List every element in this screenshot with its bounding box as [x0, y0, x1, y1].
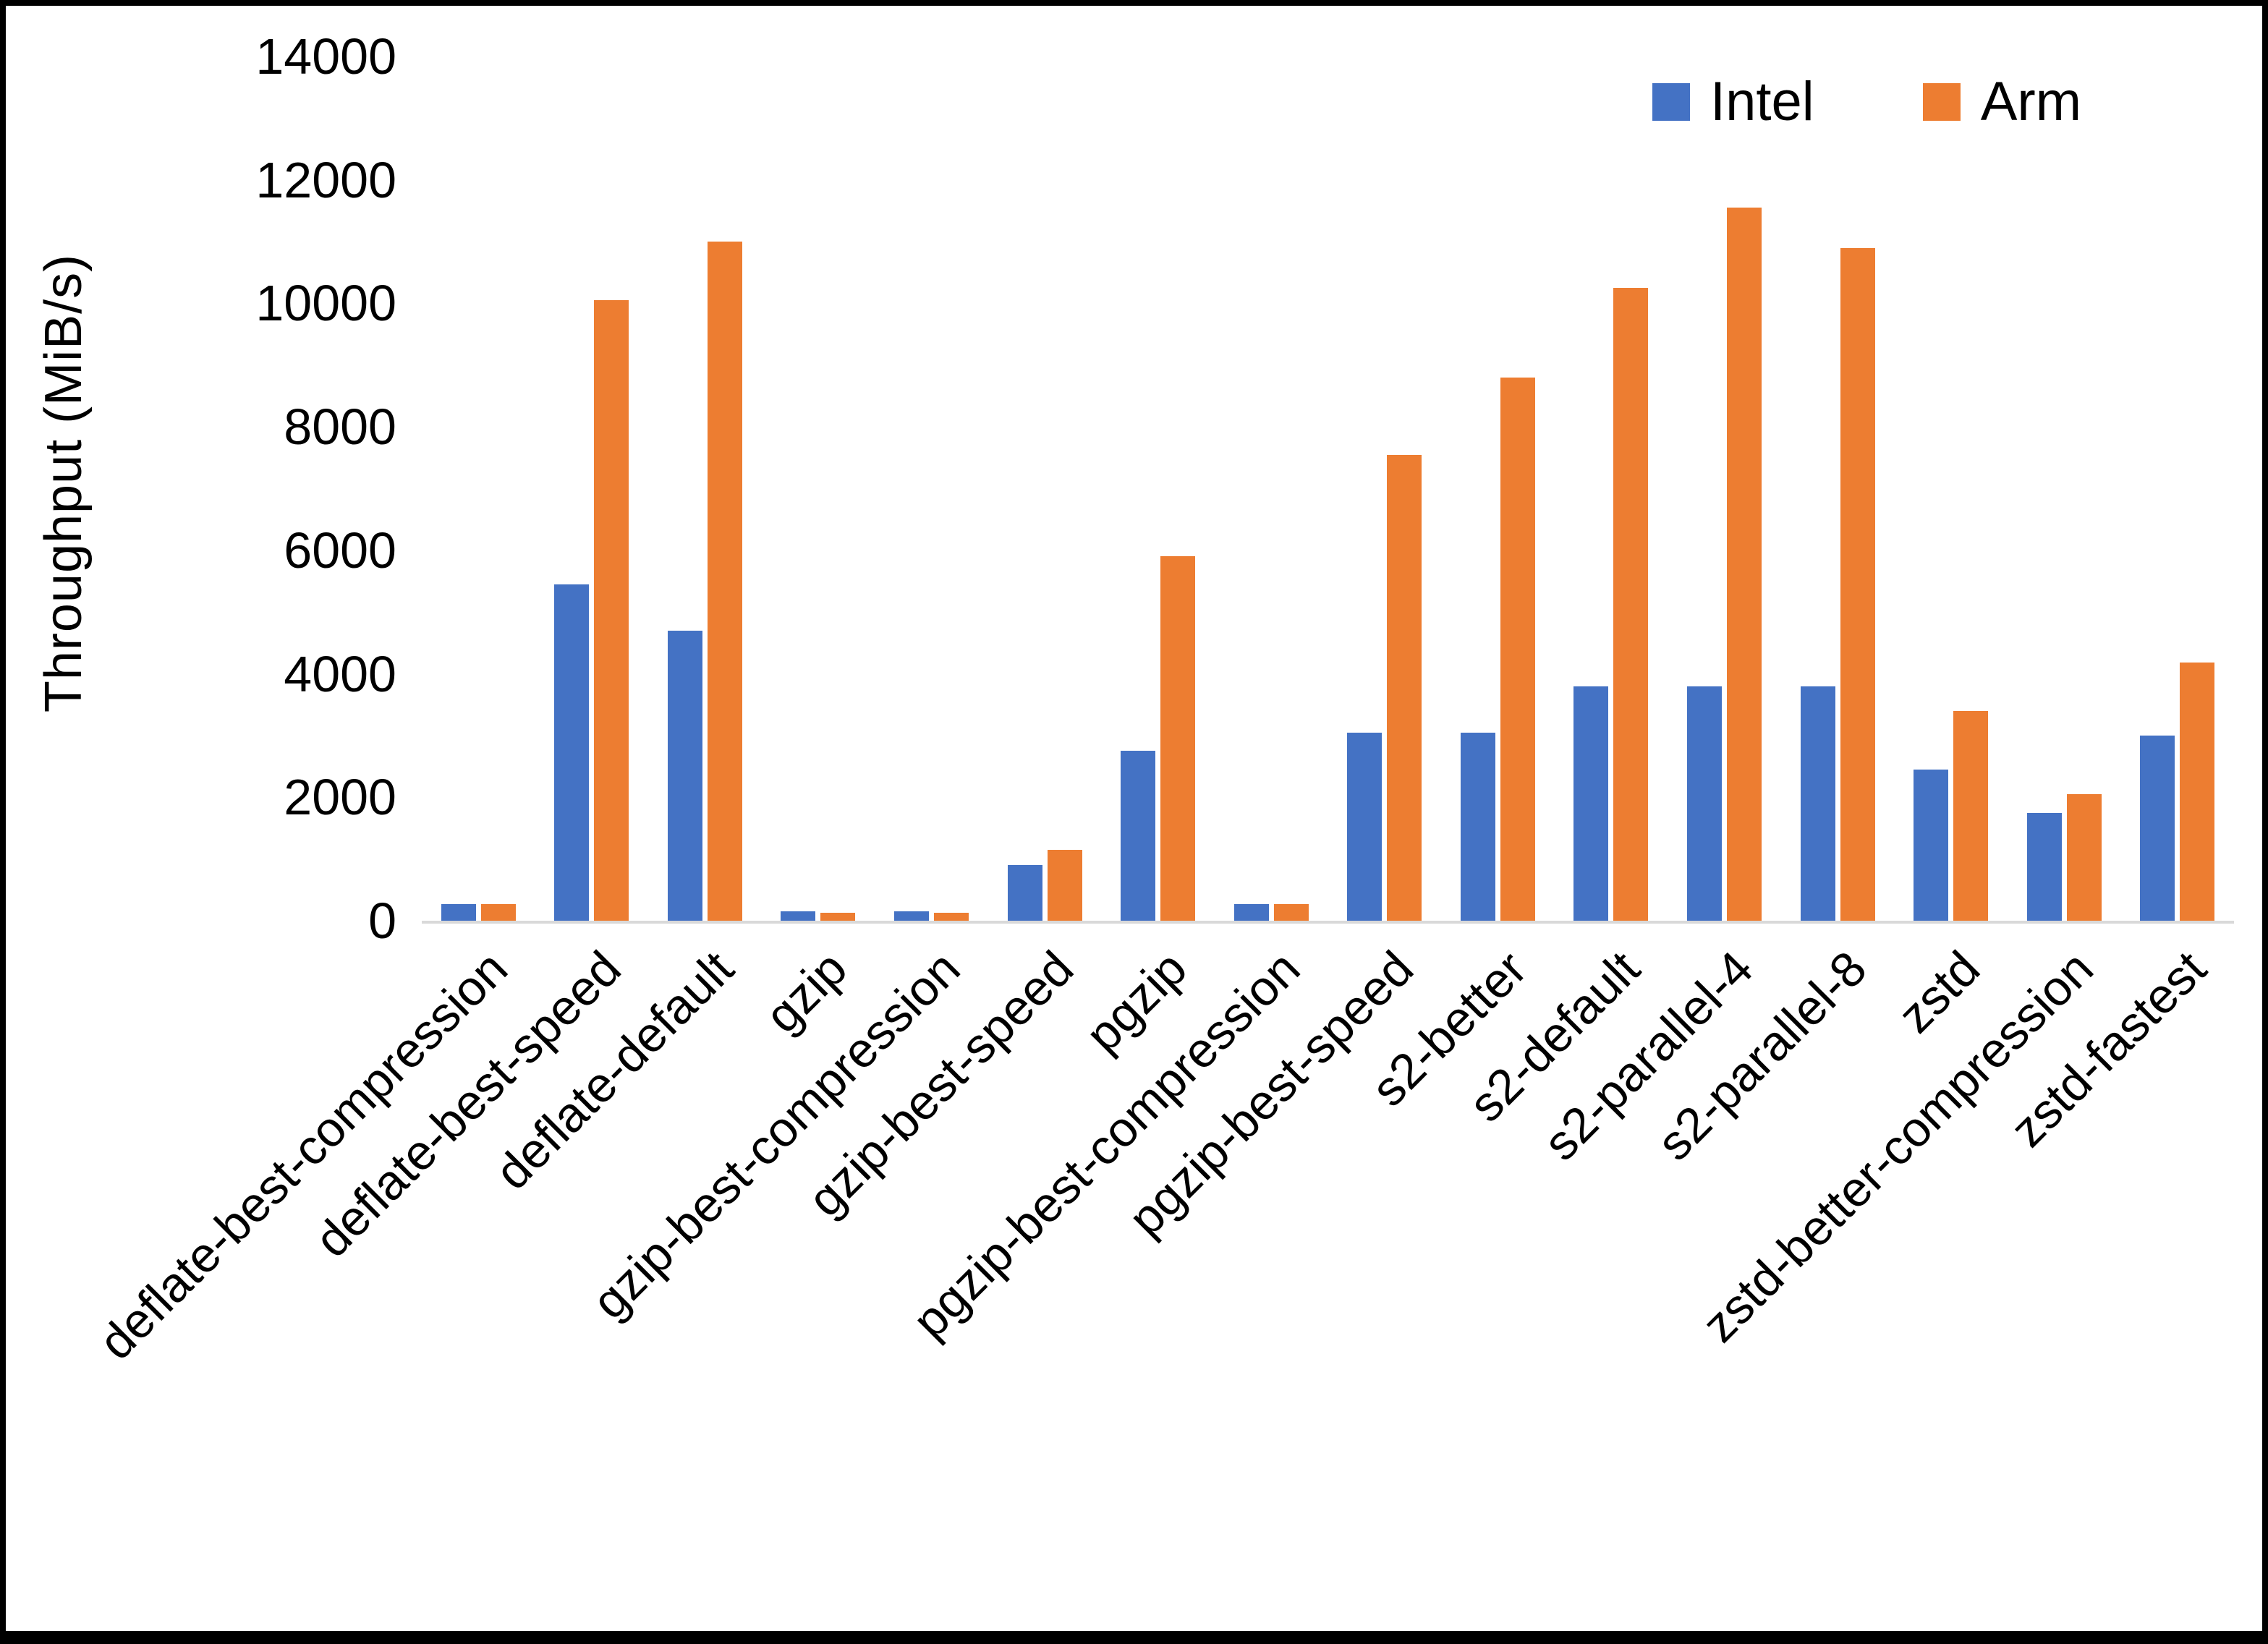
bar-arm [1387, 454, 1422, 921]
bar-intel [1914, 769, 1949, 921]
bar-group [1328, 56, 1442, 921]
bar-group [1441, 56, 1555, 921]
bar-group [988, 56, 1102, 921]
bar-group [2120, 56, 2234, 921]
plot-area [422, 56, 2234, 924]
bar-arm [2180, 663, 2215, 921]
bar-group [762, 56, 875, 921]
bar-intel [441, 903, 476, 921]
bar-arm [1047, 849, 1082, 921]
bar-intel [781, 911, 816, 921]
bar-group [1894, 56, 2008, 921]
legend-label-arm: Arm [1980, 71, 2081, 132]
bar-intel [2026, 812, 2062, 921]
bar-intel [2140, 735, 2175, 921]
legend-item-arm: Arm [1922, 71, 2081, 132]
bar-intel [1007, 865, 1042, 921]
y-tick-label: 4000 [284, 645, 396, 702]
bar-arm [1160, 556, 1196, 921]
y-tick-label: 10000 [255, 275, 396, 332]
bar-intel [1460, 732, 1495, 921]
bar-arm [1500, 377, 1535, 921]
y-tick-label: 2000 [284, 769, 396, 826]
bar-group [1101, 56, 1215, 921]
bar-group [875, 56, 988, 921]
bar-arm [480, 903, 516, 921]
bar-intel [1573, 686, 1609, 921]
bar-group [648, 56, 762, 921]
bar-intel [1347, 732, 1383, 921]
legend-label-intel: Intel [1710, 71, 1814, 132]
y-tick-label: 6000 [284, 521, 396, 579]
bar-arm [1840, 247, 1875, 921]
bar-group [2008, 56, 2121, 921]
bar-arm [934, 912, 969, 921]
bar-group [422, 56, 535, 921]
legend-item-intel: Intel [1652, 74, 1814, 129]
bar-arm [707, 242, 742, 921]
bar-arm [820, 912, 856, 921]
y-tick-label: 12000 [255, 151, 396, 208]
bar-intel [894, 911, 930, 921]
y-tick-label: 14000 [255, 28, 396, 85]
bar-arm [594, 300, 629, 921]
y-tick-label: 8000 [284, 399, 396, 456]
bar-group [535, 56, 649, 921]
bar-group [1668, 56, 1781, 921]
arm-series-swatch-icon [1922, 83, 1961, 121]
intel-series-swatch-icon [1652, 83, 1691, 121]
legend: Intel Arm [1652, 74, 2081, 129]
x-axis-category-labels: deflate-best-compression deflate-best-spe… [88, 940, 2234, 1606]
bar-group [1215, 56, 1328, 921]
bar-intel [554, 584, 590, 921]
bar-intel [1233, 903, 1269, 921]
bar-arm [1613, 288, 1649, 921]
bar-intel [1686, 686, 1722, 921]
bar-arm [2066, 794, 2102, 921]
bar-group [1781, 56, 1895, 921]
bar-arm [1953, 710, 1989, 921]
bar-intel [667, 630, 702, 921]
y-tick-label: 0 [368, 893, 396, 949]
bar-arm [1726, 208, 1762, 921]
bar-arm [1273, 903, 1309, 921]
bar-intel [1121, 751, 1156, 921]
bar-group [1555, 56, 1668, 921]
bar-intel [1800, 686, 1835, 921]
